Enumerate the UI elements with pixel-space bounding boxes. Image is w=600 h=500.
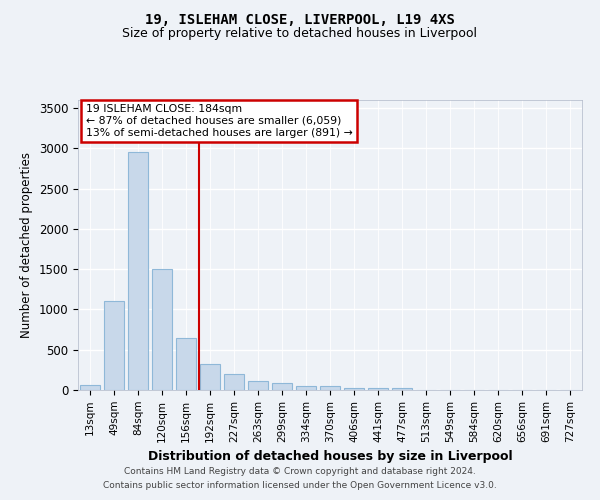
Text: Size of property relative to detached houses in Liverpool: Size of property relative to detached ho… <box>122 28 478 40</box>
Bar <box>128 152 148 390</box>
Bar <box>368 388 388 390</box>
X-axis label: Distribution of detached houses by size in Liverpool: Distribution of detached houses by size … <box>148 450 512 463</box>
Text: 19, ISLEHAM CLOSE, LIVERPOOL, L19 4XS: 19, ISLEHAM CLOSE, LIVERPOOL, L19 4XS <box>145 12 455 26</box>
Bar <box>176 338 196 390</box>
Bar <box>224 374 244 390</box>
Bar <box>152 269 172 390</box>
Bar <box>272 383 292 390</box>
Bar <box>392 388 412 390</box>
Bar <box>104 302 124 390</box>
Text: 19 ISLEHAM CLOSE: 184sqm
← 87% of detached houses are smaller (6,059)
13% of sem: 19 ISLEHAM CLOSE: 184sqm ← 87% of detach… <box>86 104 352 138</box>
Bar <box>320 386 340 390</box>
Bar <box>344 388 364 390</box>
Bar <box>200 364 220 390</box>
Bar <box>80 385 100 390</box>
Bar <box>296 386 316 390</box>
Y-axis label: Number of detached properties: Number of detached properties <box>20 152 33 338</box>
Text: Contains public sector information licensed under the Open Government Licence v3: Contains public sector information licen… <box>103 481 497 490</box>
Text: Contains HM Land Registry data © Crown copyright and database right 2024.: Contains HM Land Registry data © Crown c… <box>124 467 476 476</box>
Bar <box>248 381 268 390</box>
